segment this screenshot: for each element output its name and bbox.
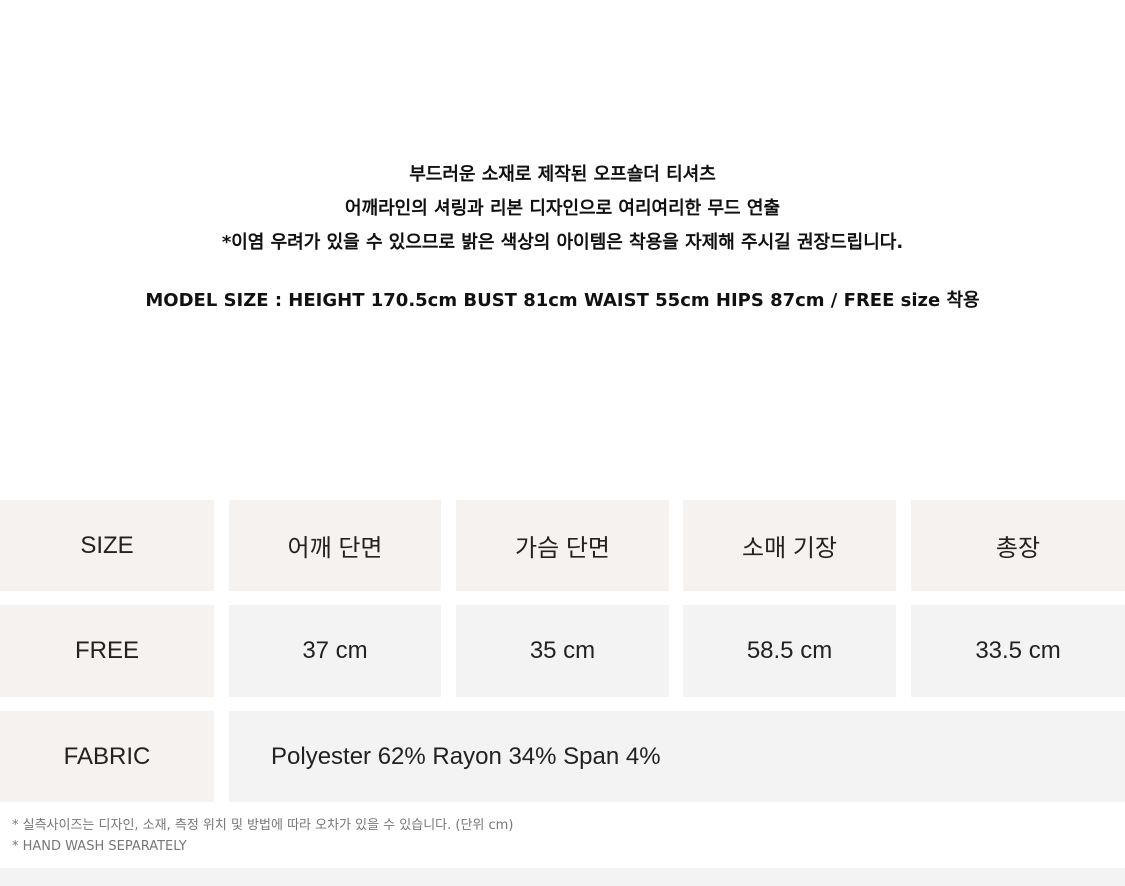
note-wash: * HAND WASH SEPARATELY xyxy=(12,839,187,854)
description-line: 부드러운 소재로 제작된 오프숄더 티셔츠 xyxy=(409,164,716,185)
header-sleeve: 소매 기장 xyxy=(683,500,896,591)
header-length: 총장 xyxy=(911,500,1125,591)
header-shoulder: 어깨 단면 xyxy=(229,500,441,591)
description-line: *이염 우려가 있을 수 있으므로 밝은 색상의 아이템은 착용을 자제해 주시… xyxy=(221,232,904,253)
row-size-label: FREE xyxy=(0,605,214,697)
note-measurement: * 실측사이즈는 디자인, 소재, 측정 위치 및 방법에 따라 오차가 있을 … xyxy=(12,818,514,833)
bottom-divider xyxy=(0,868,1125,886)
value-sleeve: 58.5 cm xyxy=(683,605,896,697)
model-size: MODEL SIZE : HEIGHT 170.5cm BUST 81cm WA… xyxy=(145,290,980,311)
description-line: 어깨라인의 셔링과 리본 디자인으로 여리여리한 무드 연출 xyxy=(344,198,781,219)
header-size: SIZE xyxy=(0,500,214,591)
header-chest: 가슴 단면 xyxy=(456,500,669,591)
notes: * 실측사이즈는 디자인, 소재, 측정 위치 및 방법에 따라 오차가 있을 … xyxy=(12,815,513,857)
fabric-value: Polyester 62% Rayon 34% Span 4% xyxy=(229,711,1125,802)
value-chest: 35 cm xyxy=(456,605,669,697)
value-length: 33.5 cm xyxy=(911,605,1125,697)
fabric-label: FABRIC xyxy=(0,711,214,802)
product-description: 부드러운 소재로 제작된 오프숄더 티셔츠 어깨라인의 셔링과 리본 디자인으로… xyxy=(0,158,1125,318)
value-shoulder: 37 cm xyxy=(229,605,441,697)
